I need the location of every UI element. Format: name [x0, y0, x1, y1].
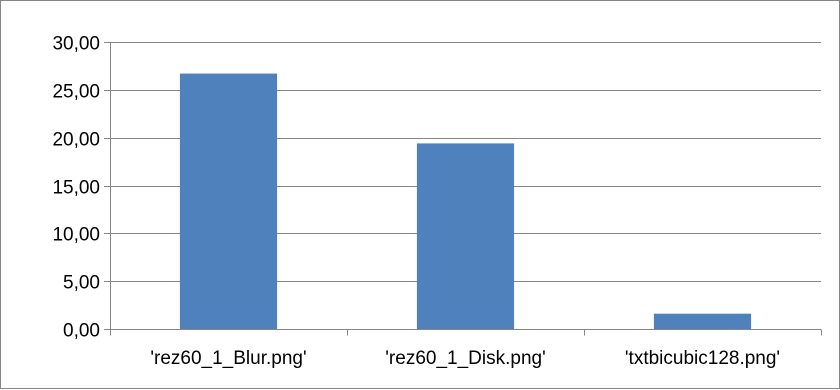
axes — [104, 42, 822, 336]
y-tick-labels: 0,00 5,00 10,00 15,00 20,00 25,00 30,00 — [52, 34, 100, 342]
y-tick-label: 30,00 — [52, 34, 100, 55]
x-tick-label: 'txtbicubic128.png' — [625, 348, 780, 369]
y-tick-label: 0,00 — [63, 321, 100, 342]
x-tick-labels: 'rez60_1_Blur.png' 'rez60_1_Disk.png' 'txt… — [150, 348, 780, 369]
y-tick-label: 10,00 — [52, 225, 100, 246]
y-tick-label: 25,00 — [52, 82, 100, 103]
y-tick-label: 15,00 — [52, 178, 100, 199]
y-tick-label: 5,00 — [63, 273, 100, 294]
x-tick-label: 'rez60_1_Blur.png' — [150, 348, 306, 369]
y-tick-label: 20,00 — [52, 130, 100, 151]
bars — [179, 73, 752, 329]
bar — [653, 313, 752, 329]
bar — [179, 73, 278, 329]
bar — [416, 143, 515, 329]
x-tick-label: 'rez60_1_Disk.png' — [385, 348, 545, 369]
